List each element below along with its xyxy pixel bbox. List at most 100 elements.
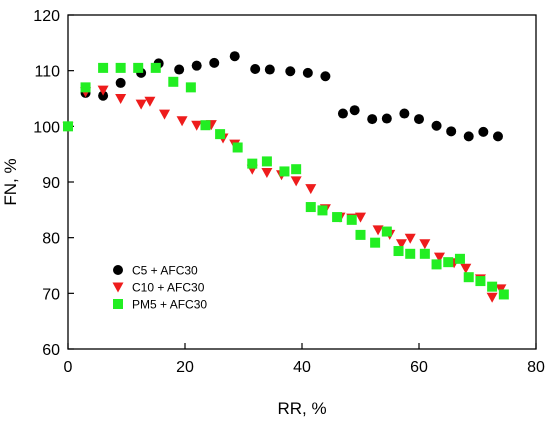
data-point bbox=[431, 120, 442, 131]
data-point bbox=[419, 248, 430, 259]
series-1 bbox=[63, 51, 503, 142]
y-axis-label: FN, % bbox=[1, 158, 20, 205]
legend-label: C10 + AFC30 bbox=[132, 281, 205, 295]
data-point bbox=[115, 62, 126, 73]
data-point bbox=[264, 64, 275, 75]
data-point bbox=[463, 131, 474, 142]
data-point bbox=[431, 259, 442, 270]
data-point bbox=[133, 62, 144, 73]
data-point bbox=[433, 252, 445, 263]
data-point bbox=[232, 142, 243, 153]
data-point bbox=[302, 67, 313, 78]
data-point bbox=[454, 253, 465, 264]
data-point bbox=[63, 121, 73, 132]
data-point bbox=[381, 226, 392, 237]
data-point bbox=[144, 96, 156, 107]
data-point bbox=[291, 164, 302, 175]
data-point bbox=[487, 281, 498, 292]
y-tick-label: 80 bbox=[42, 231, 60, 248]
data-point bbox=[460, 263, 472, 274]
data-point bbox=[355, 229, 366, 240]
legend-label: PM5 + AFC30 bbox=[132, 298, 207, 312]
y-tick-label: 110 bbox=[34, 64, 60, 81]
x-tick-label: 0 bbox=[64, 359, 73, 376]
data-point bbox=[209, 57, 220, 68]
data-point bbox=[229, 51, 240, 62]
legend-marker bbox=[113, 265, 123, 275]
data-point bbox=[317, 205, 328, 216]
data-point bbox=[419, 239, 431, 250]
data-point bbox=[159, 109, 171, 120]
data-point bbox=[478, 126, 489, 137]
data-point bbox=[495, 284, 507, 295]
data-point bbox=[370, 237, 381, 248]
data-point bbox=[115, 94, 127, 104]
data-point bbox=[475, 276, 486, 287]
data-point bbox=[200, 120, 211, 131]
data-point bbox=[395, 239, 407, 250]
data-point bbox=[492, 131, 503, 142]
data-point bbox=[414, 114, 424, 125]
legend-marker bbox=[113, 299, 123, 309]
data-point bbox=[261, 168, 273, 179]
x-tick-label: 40 bbox=[293, 359, 311, 376]
data-point bbox=[443, 257, 454, 268]
y-tick-label: 120 bbox=[33, 8, 60, 25]
legend-label: C5 + AFC30 bbox=[132, 264, 198, 278]
data-point bbox=[185, 82, 196, 93]
legend-marker bbox=[112, 282, 124, 293]
legend: C5 + AFC30 C10 + AFC30 PM5 + AFC30 bbox=[112, 264, 207, 312]
data-point bbox=[261, 156, 272, 167]
y-tick-label: 70 bbox=[42, 286, 60, 303]
y-tick-label: 60 bbox=[42, 342, 60, 359]
data-point bbox=[250, 63, 261, 74]
data-point bbox=[98, 90, 109, 101]
data-point bbox=[498, 289, 509, 300]
data-point bbox=[135, 99, 147, 110]
data-point bbox=[80, 82, 91, 93]
data-point bbox=[176, 116, 188, 127]
data-point bbox=[393, 246, 404, 257]
data-point bbox=[174, 64, 185, 75]
data-point bbox=[320, 71, 331, 82]
data-point bbox=[168, 76, 179, 87]
data-point bbox=[446, 126, 457, 137]
data-point bbox=[305, 202, 316, 213]
data-point bbox=[97, 85, 109, 96]
data-point bbox=[486, 292, 498, 303]
data-point bbox=[191, 60, 202, 71]
data-point bbox=[247, 158, 258, 169]
data-point bbox=[337, 108, 348, 119]
data-point bbox=[115, 77, 126, 88]
data-point bbox=[381, 113, 392, 124]
data-point bbox=[463, 272, 474, 283]
data-point bbox=[150, 62, 161, 73]
x-tick-label: 20 bbox=[176, 359, 194, 376]
x-tick-label: 60 bbox=[410, 359, 428, 376]
y-tick-label: 100 bbox=[33, 119, 60, 136]
x-axis-label: RR, % bbox=[277, 399, 326, 418]
data-points bbox=[62, 51, 509, 303]
data-point bbox=[305, 184, 317, 195]
data-point bbox=[98, 62, 109, 73]
data-point bbox=[367, 114, 378, 125]
data-point bbox=[405, 248, 416, 259]
data-point bbox=[191, 120, 203, 131]
axis-ticks: 0 20 40 60 80 60 70 80 90 100 110 120 bbox=[33, 8, 545, 376]
x-tick-label: 80 bbox=[527, 359, 545, 376]
data-point bbox=[355, 212, 366, 223]
data-point bbox=[332, 212, 343, 223]
series-3 bbox=[63, 62, 509, 300]
data-point bbox=[404, 233, 416, 244]
data-point bbox=[346, 214, 357, 225]
data-point bbox=[399, 108, 410, 119]
data-point bbox=[372, 225, 384, 236]
data-point bbox=[290, 176, 302, 187]
data-point bbox=[349, 105, 360, 116]
data-point bbox=[215, 129, 226, 140]
data-point bbox=[285, 66, 296, 77]
data-point bbox=[279, 166, 290, 177]
y-tick-label: 90 bbox=[42, 175, 60, 192]
